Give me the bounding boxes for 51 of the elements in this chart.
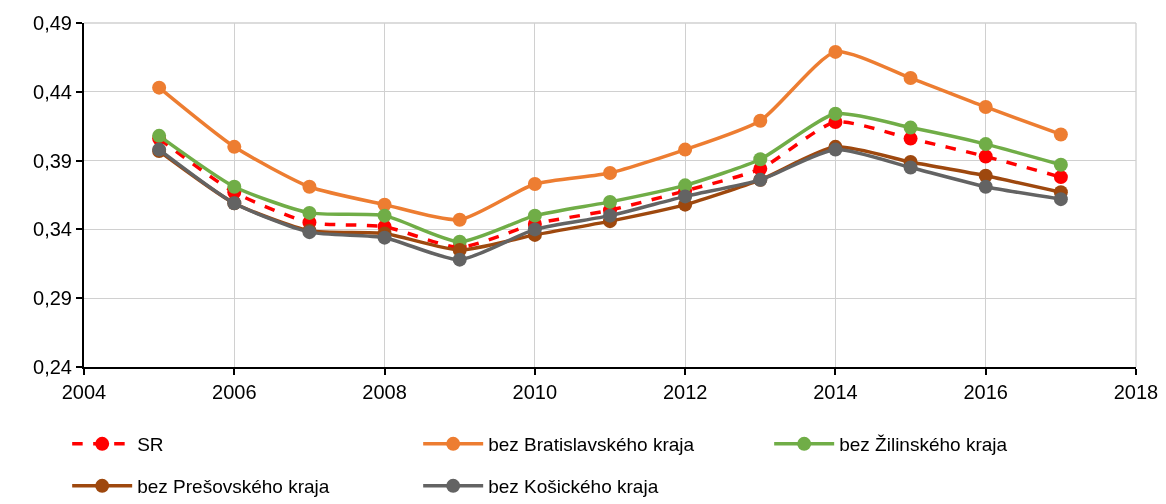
point [302,205,317,220]
point [678,142,693,157]
point [302,179,317,194]
point [227,139,242,154]
x-tick-label: 2006 [212,381,257,403]
point [978,179,993,194]
point [1053,170,1068,185]
point [603,165,617,180]
point [527,208,542,223]
point [1053,157,1068,172]
legend-label: bez Žilinského kraja [839,434,1008,456]
legend-label: bez Košického kraja [488,476,659,498]
point [452,252,467,267]
y-tick-label: 0,44 [33,80,72,103]
x-tick-label: 2014 [813,381,858,403]
x-tick-label: 2004 [61,381,107,403]
y-tick-label: 0,34 [33,218,72,241]
x-tick-label: 2008 [362,381,407,403]
point [978,99,993,114]
point [828,44,843,59]
x-tick-label: 2016 [963,381,1008,403]
x-tick-label: 2010 [512,381,558,403]
point [1053,192,1068,207]
point [753,152,768,167]
point [753,113,768,128]
point [377,208,392,223]
point [978,137,993,152]
point [152,80,167,95]
y-tick-label: 0,49 [33,12,72,34]
point [452,212,467,227]
point [527,222,542,237]
point [903,160,918,175]
x-tick-label: 2012 [662,381,708,403]
point [227,179,242,194]
point [978,149,993,164]
point [603,208,617,223]
y-tick-label: 0,29 [33,287,72,310]
point [828,106,843,121]
point [377,230,392,245]
legend-label: bez Prešovského kraja [137,476,330,498]
x-tick-label: 2018 [1113,381,1159,403]
y-tick-label: 0,39 [33,149,72,172]
point [678,189,693,204]
point [1053,127,1068,142]
point [903,120,918,135]
legend-label: bez Bratislavského kraja [488,434,695,456]
point [527,176,542,191]
point [603,194,617,209]
point [903,71,918,86]
y-tick-label: 0,24 [33,356,72,378]
legend-label: SR [137,434,164,456]
